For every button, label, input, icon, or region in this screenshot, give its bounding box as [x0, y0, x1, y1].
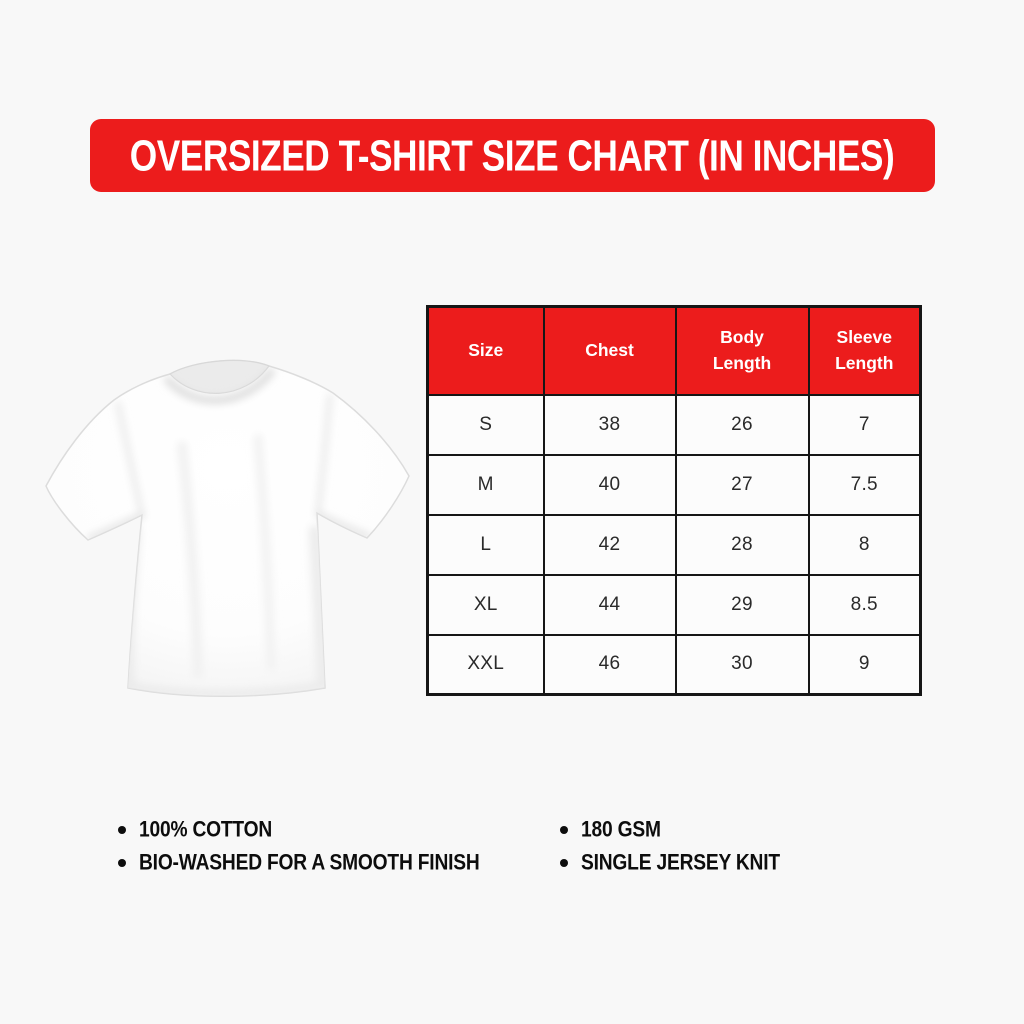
table-cell: 38 — [542, 393, 677, 456]
column-header-size: Size — [426, 305, 545, 396]
table-cell: 8.5 — [807, 573, 922, 636]
bullet-icon — [560, 826, 568, 834]
table-cell: 29 — [674, 573, 810, 636]
table-cell: 7 — [807, 393, 922, 456]
bullet-icon — [118, 859, 126, 867]
table-cell: 46 — [542, 633, 677, 696]
size-chart-table-container: Size Chest Body Length Sleeve Length S 3… — [426, 305, 922, 696]
feature-cotton: 100% COTTON — [139, 817, 273, 842]
tshirt-image — [30, 326, 420, 720]
list-item: 100% COTTON — [118, 817, 494, 843]
table-cell: 8 — [807, 513, 922, 576]
table-cell: 26 — [674, 393, 810, 456]
table-cell: M — [426, 453, 545, 516]
size-chart-table: Size Chest Body Length Sleeve Length S 3… — [426, 305, 922, 696]
feature-biowashed: BIO-WASHED FOR A SMOOTH FINISH — [139, 850, 480, 875]
table-cell: 7.5 — [807, 453, 922, 516]
table-cell: S — [426, 393, 545, 456]
table-row-xl: XL 44 29 8.5 — [426, 573, 922, 636]
column-header-chest: Chest — [542, 305, 677, 396]
page-title: OVERSIZED T-SHIRT SIZE CHART (IN INCHES) — [130, 129, 895, 180]
column-header-sleeve-length: Sleeve Length — [807, 305, 922, 396]
table-cell: 42 — [542, 513, 677, 576]
table-header-row: Size Chest Body Length Sleeve Length — [426, 305, 922, 396]
tshirt-collar — [169, 359, 270, 394]
table-cell: 9 — [807, 633, 922, 696]
table-cell: 44 — [542, 573, 677, 636]
table-row-s: S 38 26 7 — [426, 393, 922, 456]
table-cell: 30 — [674, 633, 810, 696]
tshirt-illustration — [45, 359, 410, 698]
feature-list-left: 100% COTTON BIO-WASHED FOR A SMOOTH FINI… — [118, 817, 494, 876]
list-item: 180 GSM — [560, 817, 788, 843]
table-cell: 28 — [674, 513, 810, 576]
table-row-xxl: XXL 46 30 9 — [426, 633, 922, 696]
feature-jersey-knit: SINGLE JERSEY KNIT — [581, 850, 780, 875]
table-cell: 40 — [542, 453, 677, 516]
table-cell: L — [426, 513, 545, 576]
table-row-l: L 42 28 8 — [426, 513, 922, 576]
list-item: BIO-WASHED FOR A SMOOTH FINISH — [118, 850, 494, 876]
table-cell: XL — [426, 573, 545, 636]
table-cell: XXL — [426, 633, 545, 696]
column-header-body-length: Body Length — [674, 305, 810, 396]
bullet-icon — [560, 859, 568, 867]
table-cell: 27 — [674, 453, 810, 516]
feature-gsm: 180 GSM — [581, 817, 661, 842]
table-row-m: M 40 27 7.5 — [426, 453, 922, 516]
title-banner: OVERSIZED T-SHIRT SIZE CHART (IN INCHES) — [90, 119, 935, 192]
list-item: SINGLE JERSEY KNIT — [560, 850, 788, 876]
bullet-icon — [118, 826, 126, 834]
feature-list-right: 180 GSM SINGLE JERSEY KNIT — [560, 817, 788, 876]
